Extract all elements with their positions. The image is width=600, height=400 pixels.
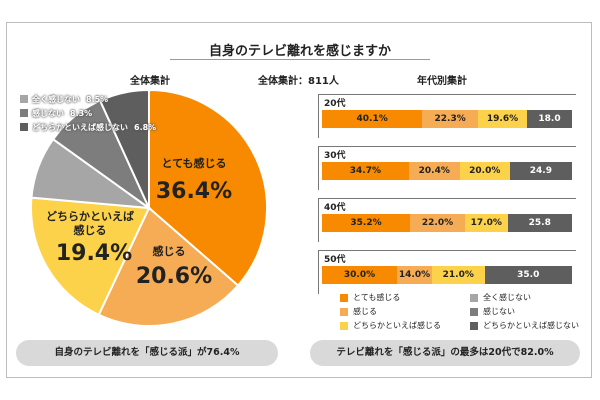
bar-value-label: 22.3% [434,114,466,124]
legend-swatch [470,307,478,316]
bar-value-label: 20.4% [418,166,450,176]
legend-label: 全く感じない [483,293,531,302]
age-group-frame [318,250,576,294]
legend-swatch [20,95,28,103]
right-heading: 年代別集計 [417,76,467,87]
legend-swatch [470,321,478,330]
age-group-0: 20代 40.1% 22.3% 19.6% 18.0 [318,94,578,138]
bar-segment: 21.0% [432,266,485,284]
age-label: 20代 [324,99,346,109]
pie-label-dochiraka-1: どちらかといえば [46,209,134,223]
pie-label-totemo: とても感じる [161,156,226,170]
bar-segment: 20.4% [408,162,460,180]
bar-value-label: 20.0% [469,166,501,176]
slice-dochiraka-kanjiru [30,196,151,317]
stacked-bar: 34.7% 20.4% 20.0% 24.9 [322,162,572,180]
legend-label: どちらかといえば感じない [483,321,579,330]
stacked-bar: 35.2% 22.0% 17.0% 25.8 [322,214,572,232]
bar-value-label: 34.7% [349,166,381,176]
chart-title: 自身のテレビ離れを感じますか [208,44,391,59]
legend-label: どちらかといえば感じない [32,122,128,132]
bar-value-label: 35.2% [350,218,382,228]
legend-label: とても感じる [353,293,401,302]
legend-label: 全く感じない [32,94,80,104]
bar-segment: 35.0 [484,266,572,284]
legend-swatch [340,293,348,302]
bar-segment: 17.0% [465,214,508,232]
age-label: 40代 [324,203,346,213]
pie-label-kanjiru: 感じる [153,244,186,258]
legend-label: 感じない [483,307,515,316]
bar-value-label: 30.0% [343,270,376,280]
bar-segment: 22.0% [410,214,465,232]
pie-label-dochiraka-2: 感じる [74,223,107,237]
pie-legend-item: 全く感じない 8.5% [20,92,156,106]
bar-value-label: 35.0 [517,270,540,280]
callout-left: 自身のテレビ離れを「感じる派」が76.4% [16,340,278,366]
bar-value-label: 22.0% [421,218,454,228]
bar-value-label: 25.8 [528,218,551,228]
pie-value-kanjiru: 20.6% [136,264,212,289]
bar-segment: 19.6% [478,110,527,128]
legend-swatch [340,321,348,330]
legend-value: 8.5% [86,94,109,104]
center-heading: 全体集計：811人 [258,76,339,87]
left-heading: 全体集計 [130,76,170,87]
legend-swatch [20,123,28,131]
pie-legend-item: どちらかといえば感じない 6.8% [20,120,156,134]
age-group-frame [318,94,576,138]
pie-value-dochiraka: 19.4% [56,241,132,266]
legend-swatch [20,109,28,117]
slice-totemo [148,88,268,287]
legend-label: 感じない [32,108,64,118]
bar-segment: 34.7% [322,162,409,180]
pie-legend: 全く感じない 8.5% 感じない 8.3% どちらかといえば感じない 6.8% [20,92,156,134]
bar-legend-item: 感じる [340,306,470,317]
age-group-3: 50代 30.0% 14.0% 21.0% 35.0 [318,250,578,294]
legend-swatch [340,307,348,316]
age-label: 50代 [324,255,346,265]
pie-value-totemo: 36.4% [156,179,232,204]
slice-dochiraka-kanjinai [98,88,150,209]
bar-legend: とても感じる 全く感じない感じる 感じないどちらかといえば感じる どちらかといえば感じ… [340,292,590,331]
bar-legend-item: 感じない [470,306,590,317]
stacked-bar: 30.0% 14.0% 21.0% 35.0 [322,266,572,284]
bar-segment: 24.9 [509,162,572,180]
bar-value-label: 17.0% [470,218,502,228]
bar-value-label: 21.0% [442,270,474,280]
legend-label: 感じる [353,307,377,316]
bar-segment: 35.2% [322,214,410,232]
bar-segment: 25.8 [507,214,572,232]
legend-value: 8.3% [70,108,93,118]
pie-chart: とても感じる 36.4% 感じる 20.6% どちらかといえば 感じる 19.4… [30,88,268,327]
bar-segment: 30.0% [322,266,397,284]
bar-value-label: 18.0 [538,114,561,124]
age-group-frame [318,198,576,242]
legend-swatch [470,293,478,302]
age-group-frame [318,146,576,190]
bar-value-label: 40.1% [356,114,388,124]
legend-value: 6.8% [134,122,157,132]
bar-segment: 20.0% [459,162,510,180]
age-group-1: 30代 34.7% 20.4% 20.0% 24.9 [318,146,578,190]
bar-value-label: 24.9 [529,166,552,176]
bar-segment: 40.1% [322,110,423,128]
legend-label: どちらかといえば感じる [353,321,441,330]
bar-segment: 22.3% [422,110,478,128]
bar-legend-item: とても感じる [340,292,470,303]
bar-value-label: 14.0% [398,270,431,280]
pie-legend-item: 感じない 8.3% [20,106,156,120]
stacked-bar: 40.1% 22.3% 19.6% 18.0 [322,110,572,128]
bar-segment: 14.0% [397,266,432,284]
bar-legend-item: 全く感じない [470,292,590,303]
bar-segment: 18.0 [527,110,572,128]
age-group-2: 40代 35.2% 22.0% 17.0% 25.8 [318,198,578,242]
bar-legend-item: どちらかといえば感じない [470,320,590,331]
title-underline [170,59,430,60]
age-label: 30代 [324,151,346,161]
bar-value-label: 19.6% [486,114,519,124]
callout-right: テレビ離れを「感じる派」の最多は20代で82.0% [310,340,580,366]
bar-legend-item: どちらかといえば感じる [340,320,470,331]
slice-kanjiru [97,206,240,327]
